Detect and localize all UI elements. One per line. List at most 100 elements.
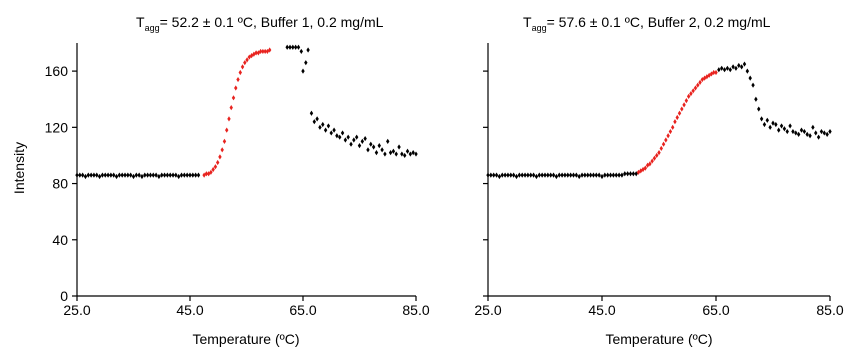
data-marker bbox=[503, 172, 507, 178]
data-marker bbox=[371, 144, 376, 150]
data-marker bbox=[346, 134, 350, 140]
data-marker bbox=[617, 172, 621, 178]
data-marker bbox=[162, 172, 167, 178]
fit-marker bbox=[657, 150, 661, 156]
data-marker bbox=[168, 172, 172, 178]
data-marker bbox=[335, 133, 339, 139]
data-marker bbox=[526, 172, 530, 178]
data-marker bbox=[321, 121, 325, 128]
data-marker bbox=[586, 172, 590, 178]
fit-marker bbox=[267, 47, 272, 53]
fit-marker bbox=[684, 98, 689, 104]
data-marker bbox=[722, 67, 727, 73]
y-tick-label: 0 bbox=[60, 288, 68, 304]
data-marker bbox=[193, 172, 198, 178]
data-marker bbox=[816, 134, 821, 140]
fit-marker bbox=[659, 145, 663, 152]
data-marker bbox=[777, 127, 781, 133]
data-marker bbox=[397, 144, 401, 150]
data-marker bbox=[100, 172, 105, 178]
data-marker bbox=[285, 44, 289, 50]
y-axis-label: Intensity bbox=[11, 142, 27, 194]
fit-marker bbox=[686, 93, 691, 100]
data-marker bbox=[349, 141, 353, 147]
fit-marker bbox=[707, 72, 711, 78]
fit-marker bbox=[664, 137, 668, 143]
data-marker bbox=[309, 110, 314, 116]
y-tick-label: 40 bbox=[52, 232, 68, 248]
data-marker bbox=[540, 172, 544, 178]
data-marker bbox=[534, 173, 539, 180]
data-marker bbox=[631, 171, 636, 177]
data-marker bbox=[628, 171, 633, 177]
data-marker bbox=[568, 172, 573, 178]
fit-marker bbox=[666, 133, 670, 139]
data-marker bbox=[802, 128, 807, 135]
data-marker bbox=[511, 172, 516, 178]
x-tick-label: 45.0 bbox=[176, 302, 203, 318]
data-marker bbox=[352, 137, 356, 143]
data-marker bbox=[97, 173, 102, 180]
fit-marker bbox=[240, 64, 245, 70]
fit-marker bbox=[655, 152, 659, 159]
data-marker bbox=[531, 172, 536, 178]
data-marker bbox=[620, 172, 624, 178]
data-marker bbox=[594, 172, 598, 178]
fit-marker bbox=[220, 147, 224, 153]
data-marker bbox=[179, 172, 184, 178]
data-marker bbox=[737, 62, 741, 69]
data-marker bbox=[148, 172, 153, 178]
fit-marker bbox=[211, 166, 215, 173]
fit-marker bbox=[204, 171, 209, 177]
fit-marker bbox=[689, 91, 693, 97]
fit-marker bbox=[636, 169, 641, 175]
data-marker bbox=[529, 172, 533, 178]
data-marker bbox=[731, 64, 735, 70]
data-marker bbox=[329, 130, 333, 136]
fit-marker bbox=[643, 165, 648, 171]
data-marker bbox=[765, 117, 769, 123]
fit-marker bbox=[263, 48, 267, 55]
data-marker bbox=[380, 147, 384, 153]
data-marker bbox=[611, 172, 616, 178]
data-marker bbox=[506, 172, 510, 178]
data-marker bbox=[489, 172, 493, 178]
fit-marker bbox=[209, 169, 213, 175]
fit-marker bbox=[231, 95, 236, 101]
chart-panel-buffer-2: Tagg= 57.6 ± 0.1 ºC, Buffer 2, 0.2 mg/mL… bbox=[474, 14, 843, 347]
data-marker bbox=[117, 172, 122, 178]
chart-title-subscript: agg bbox=[145, 23, 160, 33]
data-marker bbox=[408, 151, 413, 157]
data-marker bbox=[583, 172, 587, 178]
data-marker bbox=[591, 172, 596, 178]
data-marker bbox=[566, 172, 570, 178]
data-marker bbox=[486, 172, 490, 178]
data-marker bbox=[400, 151, 404, 157]
data-marker bbox=[112, 172, 116, 178]
fit-marker bbox=[696, 82, 700, 88]
data-marker bbox=[514, 173, 519, 180]
data-marker bbox=[799, 127, 804, 133]
data-marker bbox=[86, 172, 90, 178]
data-marker bbox=[386, 138, 390, 144]
data-marker bbox=[748, 75, 752, 81]
data-marker bbox=[357, 143, 362, 149]
data-marker bbox=[403, 152, 407, 159]
chart-title-prefix: T bbox=[523, 14, 532, 30]
chart-panel-buffer-1: Tagg= 52.2 ± 0.1 ºC, Buffer 1, 0.2 mg/mL… bbox=[11, 14, 430, 347]
fit-marker bbox=[236, 76, 240, 83]
data-marker bbox=[120, 172, 124, 178]
data-marker bbox=[523, 172, 527, 178]
chart-title-text: = 52.2 ± 0.1 ºC, Buffer 1, 0.2 mg/mL bbox=[160, 14, 384, 30]
fit-marker bbox=[680, 106, 684, 112]
fit-marker bbox=[261, 48, 265, 55]
data-marker bbox=[143, 172, 147, 178]
fit-marker bbox=[234, 85, 238, 91]
data-marker bbox=[543, 172, 547, 178]
data-marker bbox=[318, 124, 322, 130]
data-marker bbox=[606, 172, 610, 178]
data-marker bbox=[791, 128, 795, 135]
data-marker bbox=[745, 68, 750, 74]
data-marker bbox=[497, 173, 502, 180]
